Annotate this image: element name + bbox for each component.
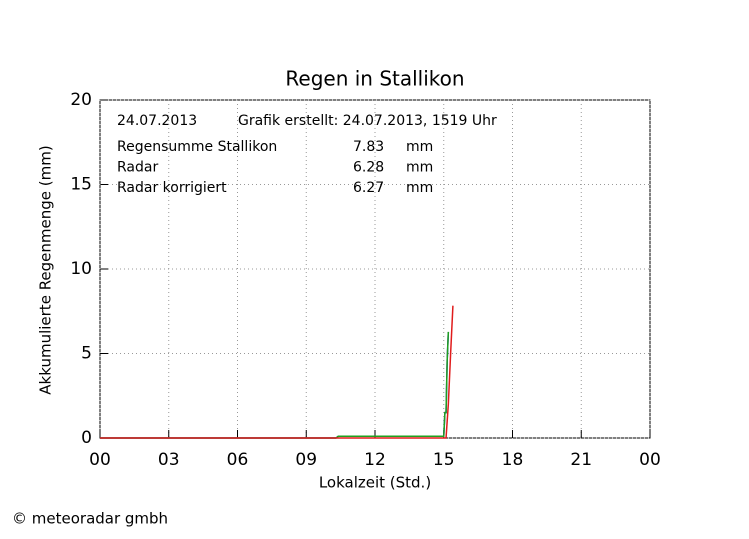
legend-total: 6.28 <box>353 160 384 176</box>
series-line <box>100 305 454 439</box>
series-line <box>100 331 450 439</box>
y-axis-label: Akkumulierte Regenmenge (mm) <box>37 145 55 394</box>
y-tick-label: 5 <box>81 344 92 364</box>
y-tick-label: 15 <box>70 175 92 195</box>
x-tick-label: 06 <box>227 450 249 470</box>
x-tick-label: 00 <box>89 450 111 470</box>
legend-unit: mm <box>406 160 433 176</box>
y-tick-label: 20 <box>70 90 92 110</box>
x-tick-label: 12 <box>364 450 386 470</box>
x-tick-label: 18 <box>502 450 524 470</box>
legend-name: Radar korrigiert <box>117 180 227 196</box>
legend-unit: mm <box>406 180 433 196</box>
chart-title: Regen in Stallikon <box>285 67 464 91</box>
x-tick-label: 03 <box>158 450 180 470</box>
y-tick-label: 10 <box>70 259 92 279</box>
legend-total: 7.83 <box>353 139 384 155</box>
created: Grafik erstellt: 24.07.2013, 1519 Uhr <box>238 113 497 129</box>
x-axis-label: Lokalzeit (Std.) <box>319 474 431 492</box>
x-tick-label: 09 <box>295 450 317 470</box>
legend-name: Radar <box>117 160 158 176</box>
y-tick-label: 0 <box>81 428 92 448</box>
legend-name: Regensumme Stallikon <box>117 139 277 155</box>
x-tick-label: 15 <box>433 450 455 470</box>
legend-total: 6.27 <box>353 180 384 196</box>
footer: © meteoradar gmbh <box>12 510 168 528</box>
x-tick-label: 21 <box>570 450 592 470</box>
series-line <box>100 332 450 439</box>
x-tick-label: 00 <box>639 450 661 470</box>
legend-unit: mm <box>406 139 433 155</box>
date: 24.07.2013 <box>117 113 197 129</box>
